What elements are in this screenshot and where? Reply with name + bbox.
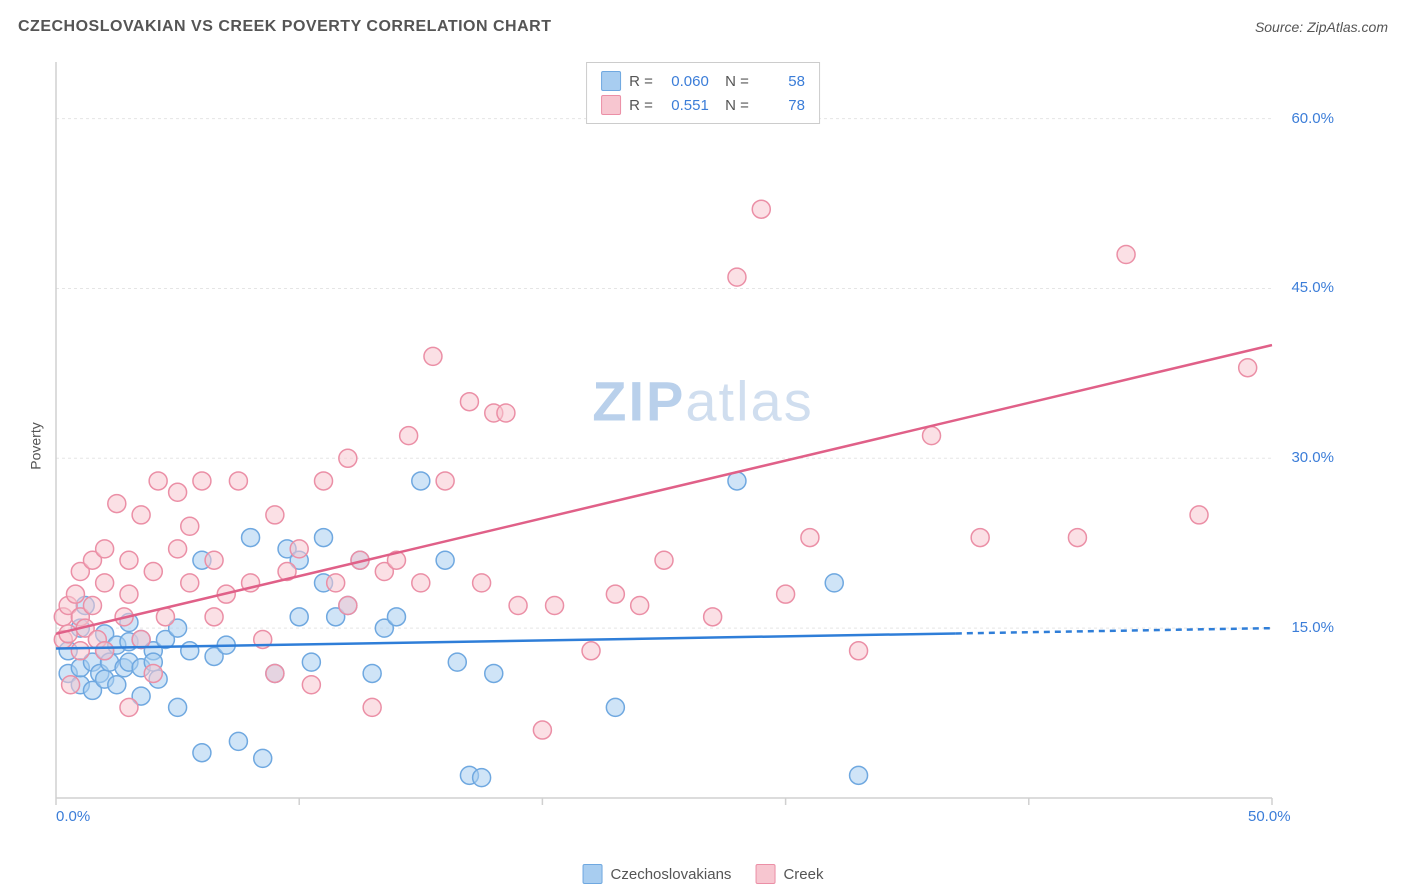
r-value: 0.060: [661, 73, 709, 90]
chart-area: 15.0% 30.0% 45.0% 60.0% 0.0% 50.0%: [52, 58, 1342, 828]
x-tick-label: 50.0%: [1248, 808, 1291, 825]
legend-item: Czechoslovakians: [583, 864, 732, 884]
r-label: R =: [629, 73, 653, 90]
x-tick-label: 0.0%: [56, 808, 90, 825]
legend-item: Creek: [755, 864, 823, 884]
r-label: R =: [629, 97, 653, 114]
n-label: N =: [717, 73, 749, 90]
n-label: N =: [717, 97, 749, 114]
r-value: 0.551: [661, 97, 709, 114]
bottom-legend: Czechoslovakians Creek: [583, 864, 824, 884]
series-swatch: [755, 864, 775, 884]
y-tick-label: 45.0%: [1291, 279, 1334, 296]
stats-legend-box: R = 0.060 N = 58 R = 0.551 N = 78: [586, 62, 820, 124]
legend-label: Creek: [783, 866, 823, 883]
stats-row: R = 0.551 N = 78: [601, 93, 805, 117]
y-tick-label: 30.0%: [1291, 449, 1334, 466]
stats-row: R = 0.060 N = 58: [601, 69, 805, 93]
series-swatch: [601, 71, 621, 91]
chart-source: Source: ZipAtlas.com: [1255, 19, 1388, 35]
series-swatch: [583, 864, 603, 884]
y-axis-label: Poverty: [28, 422, 44, 469]
n-value: 78: [757, 97, 805, 114]
series-swatch: [601, 95, 621, 115]
y-tick-label: 15.0%: [1291, 619, 1334, 636]
n-value: 58: [757, 73, 805, 90]
scatter-plot: [52, 58, 1342, 828]
chart-title: CZECHOSLOVAKIAN VS CREEK POVERTY CORRELA…: [18, 18, 551, 36]
y-tick-label: 60.0%: [1291, 110, 1334, 127]
legend-label: Czechoslovakians: [611, 866, 732, 883]
